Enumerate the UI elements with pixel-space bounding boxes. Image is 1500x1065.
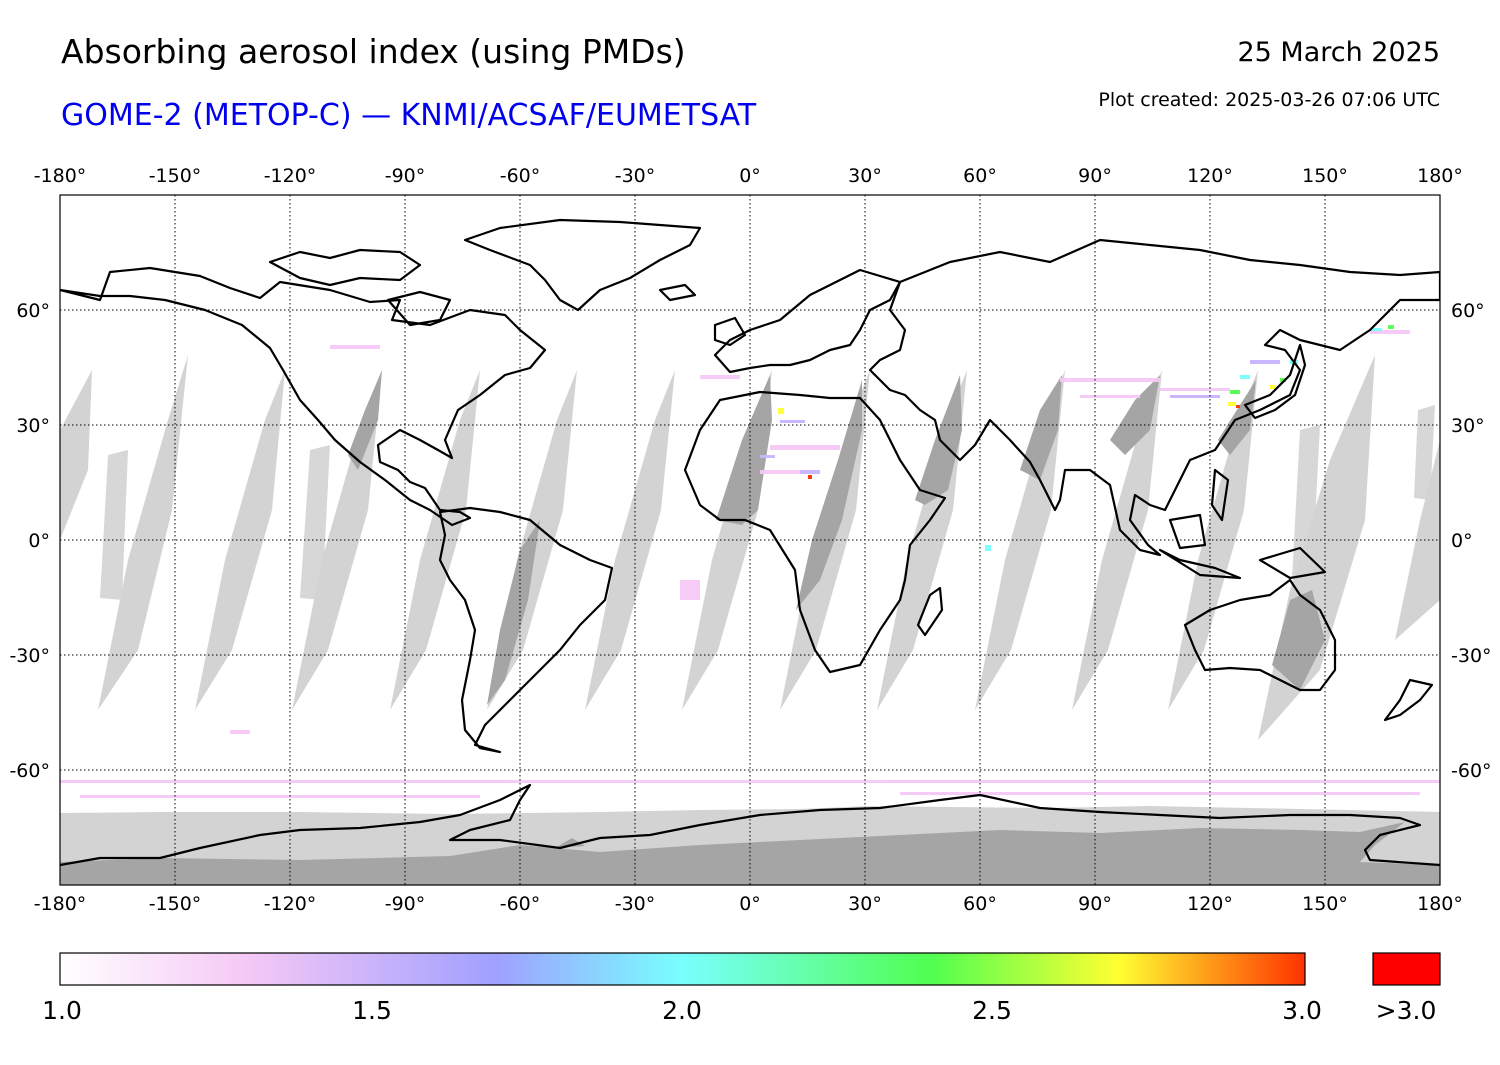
latitude-tick-label: 30° (1451, 415, 1485, 437)
latitude-tick-label: 60° (16, 300, 50, 322)
map-area (60, 195, 1440, 885)
latitude-tick-label: 60° (1451, 300, 1485, 322)
longitude-tick-label: 120° (1187, 165, 1233, 187)
colorbar-tick-label: 3.0 (1282, 996, 1322, 1025)
longitude-tick-label: -30° (615, 165, 656, 187)
map-frame (59, 194, 1441, 886)
longitude-tick-label: 0° (739, 165, 761, 187)
longitude-tick-label: 90° (1078, 165, 1112, 187)
longitude-tick-label: 60° (963, 165, 997, 187)
longitude-tick-label: 150° (1302, 893, 1348, 915)
latitude-tick-label: 0° (28, 530, 50, 552)
colorbar-over-label: >3.0 (1375, 996, 1437, 1025)
colorbar-tick-label: 2.0 (662, 996, 702, 1025)
latitude-tick-label: -30° (9, 645, 50, 667)
longitude-tick-label: -120° (264, 165, 317, 187)
antarctica-land (60, 822, 1440, 885)
longitude-tick-label: -60° (500, 165, 541, 187)
graticule (60, 195, 1440, 885)
longitude-tick-label: 150° (1302, 165, 1348, 187)
aerosol-signal (60, 325, 1440, 798)
longitude-tick-label: -30° (615, 893, 656, 915)
longitude-labels-bottom: -180° -150° -120° -90° -60° -30° 0° 30° 60° 90° 12… (34, 893, 1463, 915)
latitude-labels-left: 60° 30° 0° -30° -60° (9, 300, 50, 782)
longitude-tick-label: -150° (149, 165, 202, 187)
latitude-tick-label: -60° (9, 760, 50, 782)
map-subtitle: GOME-2 (METOP-C) — KNMI/ACSAF/EUMETSAT (61, 98, 757, 133)
colorbar-tick-label: 1.0 (42, 996, 82, 1025)
longitude-tick-label: -60° (500, 893, 541, 915)
longitude-tick-label: -150° (149, 893, 202, 915)
longitude-tick-label: 90° (1078, 893, 1112, 915)
observation-date: 25 March 2025 (1237, 37, 1440, 68)
colorbar-tick-label: 2.5 (972, 996, 1012, 1025)
orbit-gap (585, 370, 675, 710)
longitude-tick-label: -180° (34, 893, 87, 915)
colorbar (59, 952, 1306, 986)
longitude-tick-label: 30° (848, 165, 882, 187)
coastlines (60, 218, 1440, 867)
colorbar-tick-label: 1.5 (352, 996, 392, 1025)
latitude-tick-label: 0° (1451, 530, 1473, 552)
longitude-tick-label: 0° (739, 893, 761, 915)
longitude-tick-label: 60° (963, 893, 997, 915)
longitude-tick-label: -120° (264, 893, 317, 915)
orbit-gap (60, 370, 92, 540)
latitude-tick-label: -30° (1451, 645, 1492, 667)
colorbar-over-range (1372, 952, 1441, 986)
longitude-tick-label: 180° (1417, 893, 1463, 915)
latitude-tick-label: 30° (16, 415, 50, 437)
latitude-labels-right: 60° 30° 0° -30° -60° (1451, 300, 1492, 782)
map-title: Absorbing aerosol index (using PMDs) (61, 32, 686, 71)
latitude-tick-label: -60° (1451, 760, 1492, 782)
longitude-tick-label: 120° (1187, 893, 1233, 915)
longitude-labels-top: -180° -150° -120° -90° -60° -30° 0° 30° 60° 90° 12… (34, 165, 1463, 187)
land-gap-swaths (60, 370, 1440, 885)
orbit-gap (98, 355, 188, 710)
plot-created-timestamp: Plot created: 2025-03-26 07:06 UTC (1098, 89, 1440, 111)
longitude-tick-label: -90° (385, 893, 426, 915)
orbit-gap (390, 370, 480, 710)
longitude-tick-label: -180° (34, 165, 87, 187)
longitude-tick-label: -90° (385, 165, 426, 187)
longitude-tick-label: 180° (1417, 165, 1463, 187)
longitude-tick-label: 30° (848, 893, 882, 915)
